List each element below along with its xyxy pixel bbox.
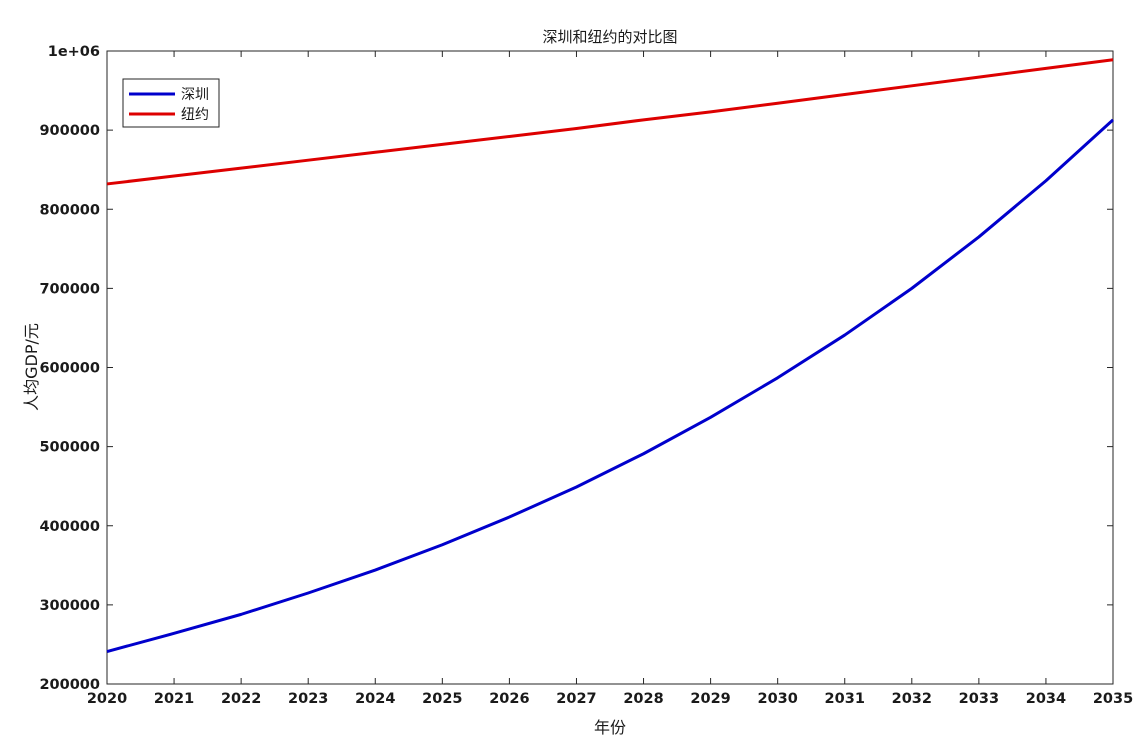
x-tick-label: 2027 [556, 691, 596, 707]
x-tick-label: 2029 [690, 691, 730, 707]
x-tick-label: 2026 [489, 691, 529, 707]
legend-label-1: 纽约 [181, 107, 209, 123]
legend-label-0: 深圳 [181, 87, 209, 103]
axis-ticks: 2020 2021 2022 2023 2024 2025 2026 2027 2028 2029… [39, 44, 1133, 707]
y-tick-label: 300000 [39, 598, 100, 614]
y-tick-label: 500000 [39, 440, 100, 456]
y-tick-label: 800000 [39, 202, 100, 218]
x-tick-label: 2031 [825, 691, 865, 707]
y-tick-label: 600000 [39, 361, 100, 377]
x-tick-label: 2022 [221, 691, 261, 707]
y-tick-label: 1e+06 [48, 44, 100, 60]
series-lines [106, 58, 1115, 654]
y-tick-label: 200000 [39, 677, 100, 693]
plot-area [106, 50, 1114, 685]
series-line-0 [106, 118, 1115, 654]
x-tick-label: 2020 [87, 691, 127, 707]
y-tick-label: 400000 [39, 519, 100, 535]
x-tick-label: 2030 [757, 691, 797, 707]
x-tick-label: 2021 [154, 691, 194, 707]
x-tick-label: 2033 [959, 691, 999, 707]
x-tick-label: 2025 [422, 691, 462, 707]
y-tick-label: 900000 [39, 123, 100, 139]
x-axis-label: 年份 [594, 718, 626, 737]
x-tick-label: 2035 [1093, 691, 1133, 707]
x-tick-label: 2028 [623, 691, 663, 707]
chart-title: 深圳和纽约的对比图 [542, 28, 677, 46]
x-tick-label: 2023 [288, 691, 328, 707]
y-tick-label: 700000 [39, 281, 100, 297]
legend-box [122, 78, 220, 128]
series-line-1 [106, 58, 1114, 186]
x-tick-label: 2024 [355, 691, 395, 707]
x-tick-label: 2032 [892, 691, 932, 707]
x-tick-label: 2034 [1026, 691, 1066, 707]
y-axis-label: 人均GDP/元 [22, 323, 41, 411]
